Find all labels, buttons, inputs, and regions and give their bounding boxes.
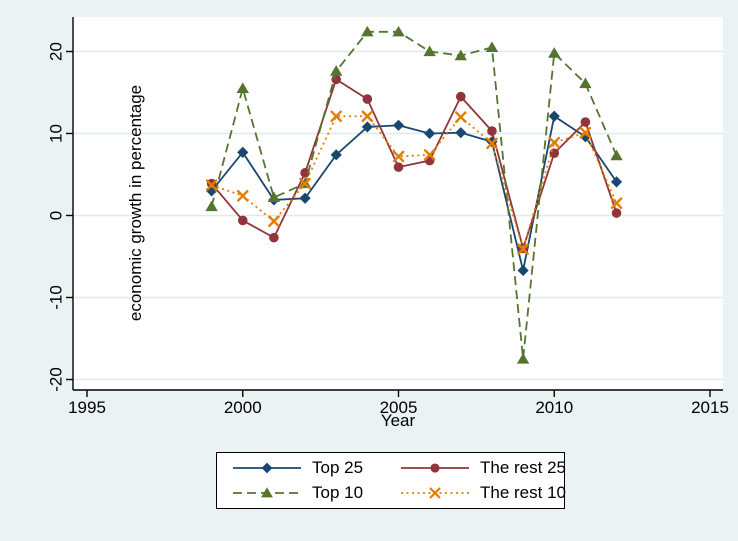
marker-diamond (261, 462, 273, 473)
marker-triangle (516, 353, 530, 364)
marker-circle (456, 91, 466, 102)
marker-diamond (548, 110, 560, 122)
legend-sample-top-10-icon (233, 487, 301, 498)
marker-x (455, 111, 467, 123)
marker-x (392, 150, 405, 163)
chart-legend: Top 25 The rest 25 Top 10 The rest 10 (216, 452, 566, 509)
x-tick-label: 2000 (224, 398, 262, 417)
marker-circle (300, 168, 310, 178)
legend-item-rest-10: The rest 10 (399, 482, 566, 504)
marker-x (429, 487, 441, 499)
marker-x (299, 177, 311, 190)
marker-x (579, 126, 592, 139)
x-axis-title: Year (380, 411, 416, 430)
legend-item-rest-25: The rest 25 (399, 457, 566, 479)
legend-label-top-10: Top 10 (312, 483, 364, 503)
marker-triangle (392, 25, 405, 37)
marker-circle (269, 232, 279, 243)
marker-triangle (485, 41, 499, 52)
legend-sample-top-25-icon (233, 462, 301, 473)
marker-triangle (423, 45, 436, 57)
marker-diamond (424, 127, 436, 140)
y-tick-label: -10 (46, 285, 65, 310)
marker-triangle (610, 149, 623, 161)
plot-area (73, 17, 723, 390)
y-tick-label: 0 (46, 211, 65, 220)
marker-circle (611, 208, 622, 218)
marker-triangle (454, 49, 467, 61)
legend-sample-rest-25-icon (401, 463, 469, 473)
marker-x (330, 110, 342, 123)
marker-triangle (548, 47, 561, 58)
marker-circle (331, 74, 342, 85)
marker-x (268, 215, 280, 228)
series-line (210, 30, 618, 360)
marker-circle (362, 94, 373, 104)
marker-diamond (610, 176, 623, 188)
marker-diamond (455, 127, 467, 139)
marker-diamond (361, 121, 373, 133)
legend-label-rest-10: The rest 10 (480, 483, 566, 503)
marker-x (610, 197, 623, 209)
marker-circle (430, 463, 440, 473)
marker-diamond (299, 192, 311, 204)
marker-x (361, 110, 374, 123)
series-the-rest-10 (205, 110, 623, 255)
marker-triangle (361, 25, 374, 37)
marker-x (548, 136, 561, 149)
x-tick-label: 1995 (68, 398, 106, 417)
marker-diamond (392, 119, 405, 131)
legend-sample-rest-10-icon (401, 487, 469, 499)
y-tick-label: -20 (46, 367, 65, 392)
y-tick-label: 10 (46, 124, 65, 143)
marker-x (486, 137, 498, 150)
marker-circle (237, 215, 248, 226)
marker-triangle (579, 77, 592, 89)
marker-diamond (517, 264, 529, 277)
marker-diamond (330, 149, 342, 161)
legend-label-top-25: Top 25 (312, 457, 364, 477)
y-axis-title-text: economic growth in percentage (126, 84, 146, 322)
x-tick-label: 2010 (535, 398, 573, 417)
marker-diamond (237, 146, 249, 158)
legend-label-rest-25: The rest 25 (480, 457, 566, 477)
x-tick-label: 2005 (380, 398, 418, 417)
marker-x (205, 179, 218, 191)
series-top-10 (205, 25, 623, 364)
marker-triangle (236, 82, 249, 93)
x-tick-label: 2015 (691, 398, 729, 417)
legend-item-top-25: Top 25 (231, 457, 399, 479)
marker-triangle (267, 191, 281, 203)
marker-triangle (261, 487, 273, 498)
legend-item-top-10: Top 10 (231, 482, 399, 504)
marker-triangle (330, 65, 343, 76)
marker-triangle (205, 200, 218, 212)
marker-circle (393, 162, 404, 172)
marker-x (423, 149, 436, 161)
y-tick-label: 20 (46, 42, 65, 61)
marker-x (236, 190, 249, 202)
series-top-25 (206, 110, 623, 277)
marker-circle (487, 126, 497, 136)
marker-x (517, 243, 529, 255)
marker-circle (580, 117, 591, 127)
